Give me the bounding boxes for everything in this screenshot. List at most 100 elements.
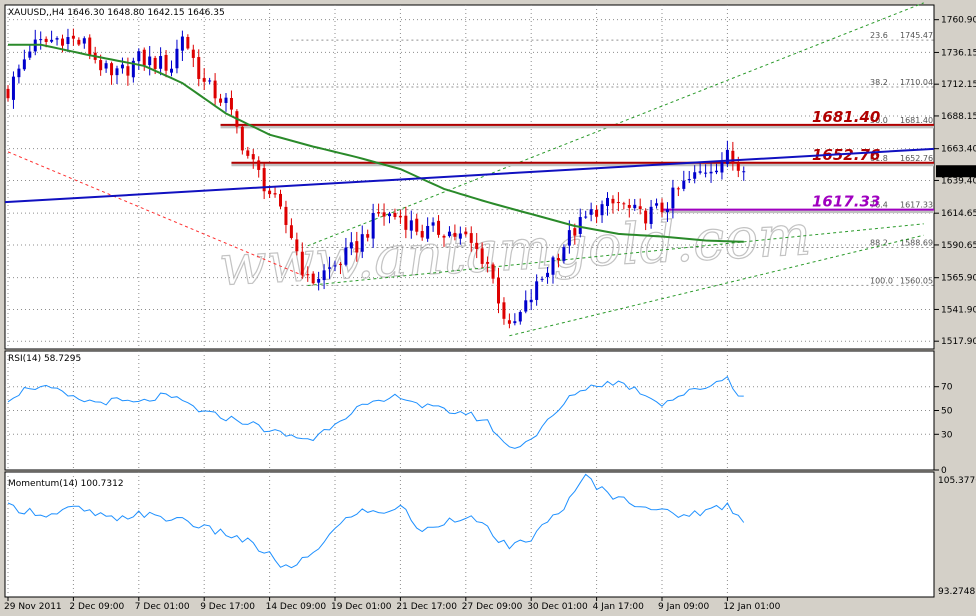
candle-body xyxy=(219,98,223,103)
candle-body xyxy=(595,209,599,217)
candle xyxy=(665,202,669,222)
candle xyxy=(382,203,386,226)
candle-body xyxy=(578,217,582,234)
candle-body xyxy=(540,278,544,280)
candle xyxy=(262,163,266,200)
candle xyxy=(224,92,228,112)
candle-body xyxy=(393,212,397,218)
fib-ratio-label: 50.0 xyxy=(870,116,888,125)
candle-body xyxy=(317,278,321,283)
candle-body xyxy=(88,37,92,55)
candle xyxy=(742,166,746,181)
candle-body xyxy=(11,76,15,100)
candle-body xyxy=(311,273,315,284)
candle-body xyxy=(191,49,195,58)
momentum-title: Momentum(14) 100.7312 xyxy=(8,479,124,489)
price-tick-label: 1688.15 xyxy=(941,112,976,122)
candle-body xyxy=(186,36,190,49)
price-tick-label: 1541.90 xyxy=(941,305,976,315)
rsi-line xyxy=(7,375,744,449)
candle xyxy=(219,93,223,107)
candle-body xyxy=(611,198,615,204)
candle-body xyxy=(693,172,697,179)
candle-body xyxy=(671,187,675,209)
candle-body xyxy=(224,97,228,103)
candle-body xyxy=(388,213,391,217)
candle xyxy=(606,192,609,216)
candle xyxy=(137,48,141,70)
candle xyxy=(240,124,244,155)
candle xyxy=(284,200,288,234)
candle xyxy=(344,237,348,267)
candle-body xyxy=(644,210,648,224)
price-tick-label: 1517.90 xyxy=(941,337,976,347)
candle xyxy=(529,289,533,311)
candle xyxy=(562,244,566,264)
candle-body xyxy=(633,204,637,209)
momentum-panel[interactable] xyxy=(4,471,935,598)
candle xyxy=(415,213,419,236)
candle-body xyxy=(159,56,163,69)
candle xyxy=(366,229,370,242)
candle-body xyxy=(333,265,337,267)
candle xyxy=(208,77,212,85)
candle-body xyxy=(153,57,157,69)
candle-body xyxy=(279,193,282,207)
candle-body xyxy=(551,257,555,275)
candle-body xyxy=(289,225,293,238)
candle xyxy=(338,262,342,275)
candle-body xyxy=(606,197,609,207)
candle xyxy=(409,210,413,239)
candle-body xyxy=(99,60,103,71)
fib-price-label: 1745.47 xyxy=(900,31,933,40)
candle xyxy=(322,264,326,290)
fib-ratio-label: 88.2 xyxy=(870,239,888,248)
candle xyxy=(595,205,599,224)
level-label-1681.40: 1681.40 xyxy=(812,108,880,126)
candle xyxy=(589,202,593,222)
candle-body xyxy=(556,258,560,261)
candle-body xyxy=(377,212,381,214)
candle-body xyxy=(202,78,206,82)
candle-body xyxy=(44,38,48,42)
candle-body xyxy=(736,162,740,171)
candle-body xyxy=(170,68,173,73)
candle xyxy=(540,276,544,282)
candle-body xyxy=(562,247,566,261)
candle-body xyxy=(453,232,457,237)
candle-body xyxy=(262,168,266,192)
candle xyxy=(22,49,26,71)
candle-body xyxy=(131,60,135,78)
candle xyxy=(633,198,637,211)
candle xyxy=(469,226,473,252)
rsi-tick-label: 30 xyxy=(941,430,953,440)
candle xyxy=(475,233,479,259)
candle xyxy=(213,73,217,105)
candle xyxy=(191,44,195,68)
time-tick-label: 4 Jan 17:00 xyxy=(593,602,645,612)
price-tick-label: 1639.40 xyxy=(941,176,976,186)
candle-body xyxy=(344,247,348,265)
candle xyxy=(273,186,277,198)
candle-body xyxy=(208,80,212,82)
fib-price-label: 1652.76 xyxy=(900,154,933,163)
candle-body xyxy=(725,149,729,164)
candle-body xyxy=(584,216,588,218)
candle xyxy=(698,163,702,175)
candle xyxy=(393,208,397,220)
candle-body xyxy=(464,231,468,235)
candle xyxy=(655,198,659,209)
main-chart-title: XAUUSD,,H4 1646.30 1648.80 1642.15 1646.… xyxy=(8,8,225,18)
candle-body xyxy=(17,68,21,78)
candle-body xyxy=(295,239,299,252)
time-tick-label: 9 Jan 09:00 xyxy=(658,602,710,612)
candle-body xyxy=(709,171,713,174)
candle-body xyxy=(300,251,304,275)
price-tick-label: 1712.15 xyxy=(941,80,976,90)
channel2-lower-line xyxy=(509,234,924,337)
candle-body xyxy=(61,38,64,46)
candle xyxy=(704,164,708,178)
candle-body xyxy=(720,162,724,173)
candle-body xyxy=(306,274,310,276)
